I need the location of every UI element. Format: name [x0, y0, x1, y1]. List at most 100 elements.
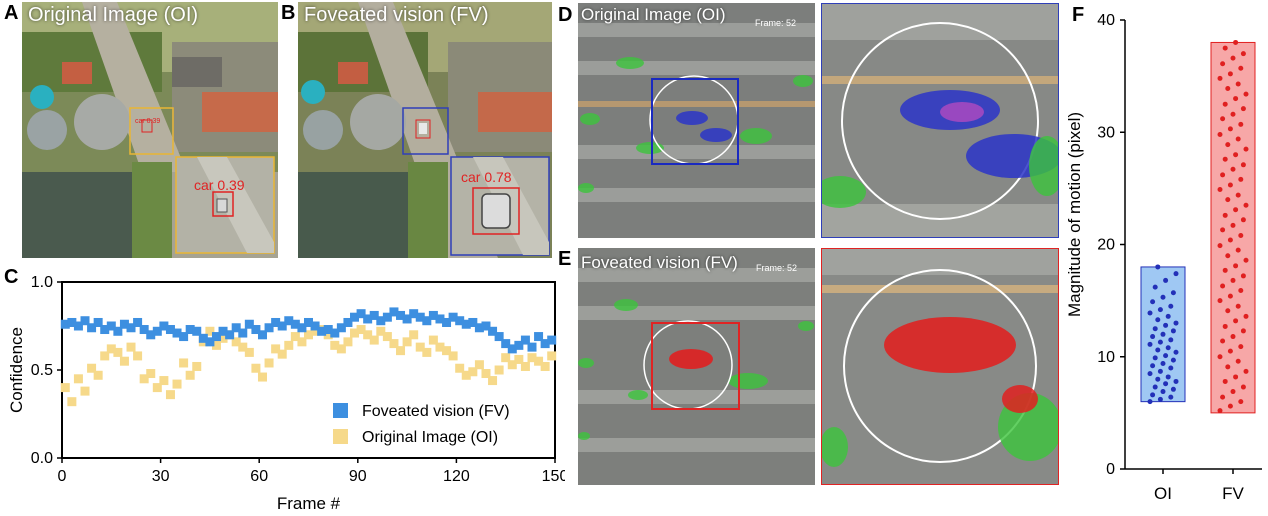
flow-title-fv: Foveated vision (FV) — [581, 253, 738, 272]
data-point — [1230, 334, 1236, 340]
data-point — [1147, 399, 1153, 405]
data-point — [1233, 207, 1239, 213]
data-point — [1230, 389, 1236, 395]
data-point — [1220, 61, 1226, 67]
data-point — [231, 323, 241, 333]
data-point — [297, 337, 307, 347]
data-point — [1217, 243, 1223, 249]
data-point — [73, 374, 83, 384]
region-box-red — [651, 322, 740, 410]
data-point — [1243, 91, 1249, 97]
data-point — [1165, 374, 1171, 380]
data-point — [1147, 371, 1153, 377]
data-point — [1233, 96, 1239, 102]
data-point — [1230, 111, 1236, 117]
photo-title-fv: Foveated vision (FV) — [304, 4, 489, 26]
data-point — [1170, 328, 1176, 334]
search-window-blue — [402, 107, 449, 155]
x-axis-label: Frame # — [277, 494, 341, 513]
data-point — [1240, 217, 1246, 223]
data-point — [1222, 323, 1228, 329]
data-point — [106, 344, 116, 354]
frame-counter-fv: Frame: 52 — [756, 263, 798, 273]
data-point — [1222, 378, 1228, 384]
data-point — [376, 316, 386, 326]
data-point — [527, 342, 537, 352]
data-point — [1235, 81, 1241, 87]
data-point — [290, 319, 300, 329]
data-point — [415, 342, 425, 352]
data-point — [442, 346, 452, 356]
motion-magnitude-chart: 0 10 20 30 40 OI FV Magnitude of motion (pixel) — [1065, 12, 1262, 503]
data-point — [330, 328, 340, 338]
data-point — [1217, 354, 1223, 360]
y-tick-label: 30 — [1097, 124, 1115, 141]
data-point — [310, 326, 320, 336]
data-point — [238, 342, 248, 352]
x-tick-label: OI — [1154, 484, 1172, 503]
data-point — [1157, 339, 1163, 345]
data-point — [323, 330, 333, 340]
legend-swatch — [333, 429, 348, 444]
data-point — [501, 339, 511, 349]
panel-letter-e: E — [558, 248, 572, 270]
data-point — [1227, 182, 1233, 188]
data-point — [540, 361, 550, 371]
data-point — [1155, 376, 1161, 382]
data-point — [271, 317, 281, 327]
data-point — [488, 376, 498, 386]
data-point — [211, 332, 221, 342]
data-point — [507, 360, 517, 370]
legend-label: Original Image (OI) — [362, 429, 498, 446]
data-point — [1220, 394, 1226, 400]
data-point — [1163, 381, 1169, 387]
data-point — [1225, 364, 1231, 370]
data-point — [113, 347, 123, 357]
data-point — [1227, 403, 1233, 409]
data-point — [1160, 389, 1166, 395]
x-tick-label: 0 — [58, 468, 67, 485]
data-point — [415, 312, 425, 322]
data-point — [185, 370, 195, 380]
data-point — [80, 316, 90, 326]
data-point — [1235, 303, 1241, 309]
data-point — [1217, 186, 1223, 192]
data-point — [179, 358, 189, 368]
data-point — [264, 358, 274, 368]
flow-road-fv — [578, 248, 815, 485]
data-point — [1155, 264, 1161, 270]
data-point — [152, 326, 162, 336]
y-tick-label: 1.0 — [31, 274, 53, 291]
photo-foveated-aerial: car 0.78 Foveated vision (FV) — [298, 2, 552, 258]
data-point — [1220, 227, 1226, 233]
data-point — [1147, 310, 1153, 316]
data-point — [1170, 357, 1176, 363]
data-point — [323, 325, 333, 335]
data-point — [1157, 396, 1163, 402]
data-point — [251, 363, 261, 373]
data-point — [231, 337, 241, 347]
data-point — [1227, 237, 1233, 243]
data-point — [1220, 283, 1226, 289]
data-point — [402, 337, 412, 347]
data-point — [1160, 331, 1166, 337]
data-point — [1240, 162, 1246, 168]
data-point — [257, 330, 267, 340]
data-point — [1243, 146, 1249, 152]
data-point — [402, 314, 412, 324]
data-point — [60, 383, 70, 393]
data-point — [244, 347, 254, 357]
data-point — [317, 326, 327, 336]
data-point — [382, 312, 392, 322]
data-point — [520, 361, 530, 371]
search-window-yellow — [129, 107, 174, 155]
data-point — [87, 323, 97, 333]
data-point — [356, 309, 366, 319]
data-point — [330, 340, 340, 350]
data-point — [1155, 347, 1161, 353]
data-point — [251, 325, 261, 335]
data-point — [1173, 349, 1179, 355]
x-tick-label: 60 — [250, 468, 268, 485]
data-point — [474, 360, 484, 370]
data-point — [179, 332, 189, 342]
